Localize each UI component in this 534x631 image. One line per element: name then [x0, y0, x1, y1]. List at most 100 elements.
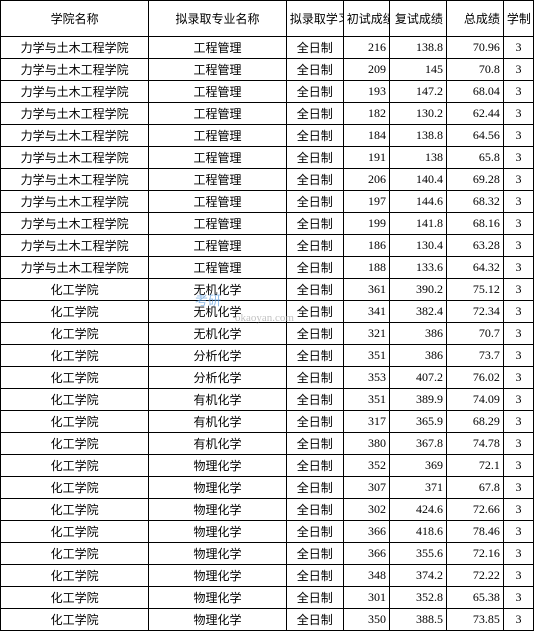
table-cell: 145	[389, 59, 446, 81]
table-cell: 3	[503, 191, 533, 213]
table-cell: 全日制	[286, 609, 343, 631]
table-cell: 67.8	[446, 477, 503, 499]
table-cell: 力学与土木工程学院	[1, 213, 149, 235]
table-cell: 70.7	[446, 323, 503, 345]
table-cell: 分析化学	[149, 367, 287, 389]
table-cell: 工程管理	[149, 37, 287, 59]
table-cell: 386	[389, 323, 446, 345]
table-cell: 3	[503, 587, 533, 609]
table-body: 力学与土木工程学院工程管理全日制216138.870.963力学与土木工程学院工…	[1, 37, 534, 631]
table-cell: 全日制	[286, 543, 343, 565]
table-cell: 317	[343, 411, 389, 433]
table-cell: 物理化学	[149, 609, 287, 631]
table-cell: 388.5	[389, 609, 446, 631]
table-cell: 199	[343, 213, 389, 235]
table-cell: 374.2	[389, 565, 446, 587]
header-total-score: 总成绩	[446, 1, 503, 37]
table-cell: 144.6	[389, 191, 446, 213]
table-cell: 化工学院	[1, 477, 149, 499]
table-row: 化工学院无机化学全日制32138670.73	[1, 323, 534, 345]
table-cell: 化工学院	[1, 609, 149, 631]
table-cell: 72.1	[446, 455, 503, 477]
table-cell: 全日制	[286, 411, 343, 433]
table-cell: 371	[389, 477, 446, 499]
table-cell: 工程管理	[149, 59, 287, 81]
table-cell: 182	[343, 103, 389, 125]
table-cell: 3	[503, 169, 533, 191]
table-cell: 365.9	[389, 411, 446, 433]
table-cell: 390.2	[389, 279, 446, 301]
table-cell: 全日制	[286, 257, 343, 279]
table-cell: 工程管理	[149, 213, 287, 235]
table-cell: 化工学院	[1, 455, 149, 477]
table-cell: 69.28	[446, 169, 503, 191]
table-cell: 64.56	[446, 125, 503, 147]
table-cell: 工程管理	[149, 125, 287, 147]
table-row: 力学与土木工程学院工程管理全日制186130.463.283	[1, 235, 534, 257]
table-row: 力学与土木工程学院工程管理全日制216138.870.963	[1, 37, 534, 59]
table-cell: 352.8	[389, 587, 446, 609]
table-cell: 全日制	[286, 521, 343, 543]
table-cell: 186	[343, 235, 389, 257]
table-cell: 全日制	[286, 499, 343, 521]
table-cell: 197	[343, 191, 389, 213]
table-cell: 355.6	[389, 543, 446, 565]
table-cell: 力学与土木工程学院	[1, 59, 149, 81]
table-row: 化工学院物理化学全日制348374.272.223	[1, 565, 534, 587]
table-cell: 216	[343, 37, 389, 59]
table-cell: 化工学院	[1, 499, 149, 521]
table-row: 力学与土木工程学院工程管理全日制182130.262.443	[1, 103, 534, 125]
table-cell: 化工学院	[1, 279, 149, 301]
table-cell: 72.34	[446, 301, 503, 323]
table-cell: 72.16	[446, 543, 503, 565]
table-cell: 3	[503, 411, 533, 433]
table-cell: 74.09	[446, 389, 503, 411]
table-cell: 130.4	[389, 235, 446, 257]
table-cell: 物理化学	[149, 455, 287, 477]
table-row: 化工学院物理化学全日制30737167.83	[1, 477, 534, 499]
table-cell: 全日制	[286, 279, 343, 301]
table-cell: 物理化学	[149, 587, 287, 609]
table-cell: 418.6	[389, 521, 446, 543]
table-cell: 3	[503, 235, 533, 257]
table-cell: 188	[343, 257, 389, 279]
table-row: 化工学院无机化学全日制361390.275.123	[1, 279, 534, 301]
table-row: 化工学院有机化学全日制351389.974.093	[1, 389, 534, 411]
table-cell: 389.9	[389, 389, 446, 411]
table-cell: 物理化学	[149, 521, 287, 543]
table-row: 力学与土木工程学院工程管理全日制188133.664.323	[1, 257, 534, 279]
table-cell: 3	[503, 345, 533, 367]
table-cell: 工程管理	[149, 257, 287, 279]
table-cell: 191	[343, 147, 389, 169]
table-cell: 366	[343, 543, 389, 565]
table-row: 化工学院物理化学全日制302424.672.663	[1, 499, 534, 521]
table-cell: 力学与土木工程学院	[1, 169, 149, 191]
table-cell: 369	[389, 455, 446, 477]
table-cell: 72.22	[446, 565, 503, 587]
table-cell: 全日制	[286, 587, 343, 609]
table-cell: 全日制	[286, 147, 343, 169]
table-cell: 78.46	[446, 521, 503, 543]
table-cell: 130.2	[389, 103, 446, 125]
table-cell: 3	[503, 279, 533, 301]
table-row: 化工学院物理化学全日制366355.672.163	[1, 543, 534, 565]
table-row: 化工学院有机化学全日制317365.968.293	[1, 411, 534, 433]
table-cell: 力学与土木工程学院	[1, 235, 149, 257]
table-cell: 有机化学	[149, 433, 287, 455]
table-row: 力学与土木工程学院工程管理全日制199141.868.163	[1, 213, 534, 235]
table-cell: 3	[503, 499, 533, 521]
table-cell: 3	[503, 301, 533, 323]
table-cell: 184	[343, 125, 389, 147]
table-cell: 全日制	[286, 301, 343, 323]
table-cell: 3	[503, 37, 533, 59]
table-cell: 341	[343, 301, 389, 323]
table-cell: 全日制	[286, 565, 343, 587]
table-header: 学院名称 拟录取专业名称 拟录取学习方式 初试成绩 复试成绩 总成绩 学制	[1, 1, 534, 37]
table-cell: 138.8	[389, 125, 446, 147]
table-row: 力学与土木工程学院工程管理全日制184138.864.563	[1, 125, 534, 147]
table-cell: 全日制	[286, 345, 343, 367]
table-cell: 348	[343, 565, 389, 587]
table-cell: 140.4	[389, 169, 446, 191]
table-cell: 分析化学	[149, 345, 287, 367]
admissions-table: 学院名称 拟录取专业名称 拟录取学习方式 初试成绩 复试成绩 总成绩 学制 力学…	[0, 0, 534, 631]
